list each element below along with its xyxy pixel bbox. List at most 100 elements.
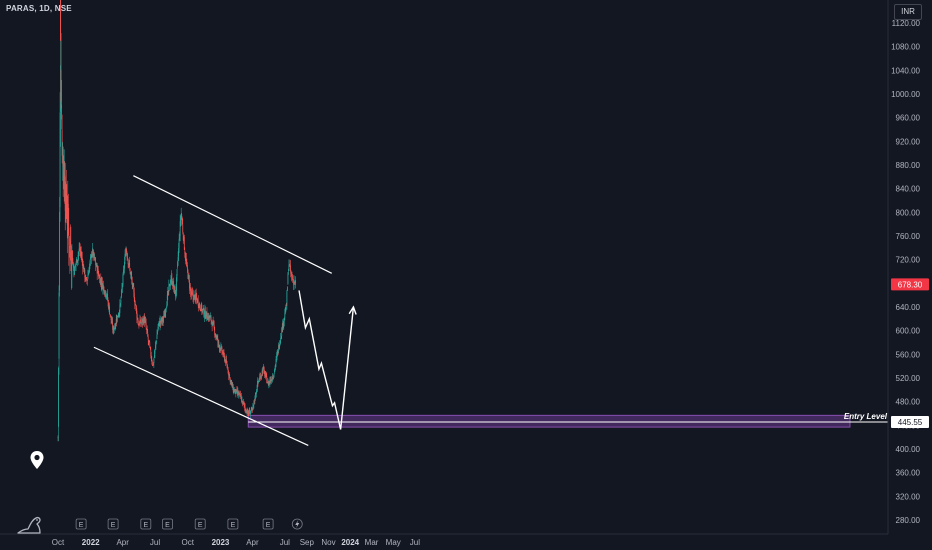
candle-body (98, 274, 100, 278)
candle-body (169, 284, 171, 286)
candle-body (185, 259, 187, 260)
candle-body (115, 319, 117, 324)
location-pin-icon[interactable] (29, 450, 45, 470)
lower-trendline[interactable] (93, 346, 309, 446)
candle-body (176, 277, 177, 291)
candle-body (187, 269, 189, 279)
candle-body (285, 305, 287, 307)
candle-body (198, 303, 200, 307)
earnings-marker[interactable] (227, 518, 239, 530)
entry-zone-rect[interactable] (247, 414, 851, 428)
candle-body (150, 355, 152, 359)
candle-body (74, 266, 75, 275)
candle-body (95, 265, 97, 267)
candle-body (147, 331, 149, 337)
candle-body (212, 321, 214, 323)
candle-body (231, 383, 233, 388)
time-tick-label: Apr (246, 538, 259, 547)
candle-body (245, 409, 247, 411)
candle-body (69, 240, 71, 248)
candle-body (116, 319, 118, 322)
candle-body (120, 299, 122, 303)
candle-body (141, 318, 143, 321)
candle-body (179, 221, 181, 237)
price-axis[interactable]: 280.00320.00360.00400.00440.00480.00520.… (891, 19, 920, 525)
candle-body (81, 257, 83, 262)
candle-body (131, 281, 133, 285)
earnings-marker-letter: E (143, 522, 148, 529)
candle-body (213, 322, 215, 325)
currency-button[interactable]: INR (894, 4, 922, 20)
candle-body (274, 369, 275, 373)
candle-body (201, 304, 203, 312)
candle-body (237, 391, 239, 394)
candle-body (86, 279, 88, 282)
candle-body (289, 264, 290, 265)
candle-body (264, 371, 266, 376)
earnings-marker[interactable] (262, 518, 274, 530)
candle-body (252, 405, 254, 406)
candle-body (65, 176, 67, 208)
candle-body (65, 184, 67, 206)
candle-body (293, 280, 294, 285)
candle-body (159, 321, 160, 327)
candle-body (225, 360, 226, 364)
candle-body (243, 401, 244, 404)
candle-body (242, 400, 243, 405)
candle-body (279, 340, 281, 345)
candle-body (171, 276, 172, 279)
candle-body (129, 268, 131, 274)
symbol-title[interactable]: PARAS, 1D, NSE (6, 4, 72, 13)
candle-body (127, 258, 129, 265)
candle-body (256, 388, 258, 391)
candle-body (146, 328, 148, 330)
candle-body (270, 380, 272, 382)
candle-body (114, 326, 116, 328)
price-tick-label: 720.00 (896, 256, 921, 265)
candle-body (105, 290, 106, 296)
price-tick-label: 520.00 (896, 374, 921, 383)
time-axis[interactable]: Oct 2022 Apr Jul Oct 2023 Apr Jul Sep Nov 2024 Mar M… (52, 538, 420, 547)
candle-body (211, 321, 213, 327)
time-tick-label: Mar (365, 538, 379, 547)
candle-body (110, 315, 112, 320)
candle-body (146, 330, 148, 332)
candle-body (151, 359, 153, 362)
candle-body (193, 297, 194, 301)
earnings-marker[interactable] (107, 518, 119, 530)
time-tick-label: Oct (52, 538, 65, 547)
candle-body (150, 349, 152, 356)
candle-body (139, 319, 141, 323)
candle-body (151, 362, 153, 365)
candle-body (162, 319, 164, 321)
candle-body (212, 321, 214, 326)
projection-path[interactable] (298, 290, 355, 430)
candle-body (216, 337, 218, 339)
candle-body (240, 393, 241, 397)
candle-body (219, 348, 221, 351)
earnings-marker[interactable] (162, 518, 173, 530)
candle-body (239, 392, 241, 394)
candle-body (172, 284, 173, 286)
candle-body (175, 290, 176, 297)
candle-body (161, 317, 163, 321)
price-tick-label: 560.00 (896, 350, 921, 359)
upper-trendline[interactable] (133, 175, 332, 274)
candle-body (250, 411, 252, 413)
candle-body (266, 382, 268, 384)
candle-body (164, 312, 166, 317)
candle-body (277, 351, 279, 353)
candle-body (247, 410, 249, 414)
earnings-marker[interactable] (194, 518, 206, 530)
candle-body (126, 253, 128, 258)
candle-body (122, 274, 124, 285)
candle-body (97, 268, 99, 273)
earnings-marker[interactable] (140, 518, 152, 530)
candle-body (227, 368, 229, 374)
candle-body (153, 354, 155, 358)
earnings-marker[interactable] (75, 518, 87, 530)
candle-body (183, 236, 185, 240)
candle-body (84, 278, 86, 280)
candle-body (221, 347, 223, 353)
